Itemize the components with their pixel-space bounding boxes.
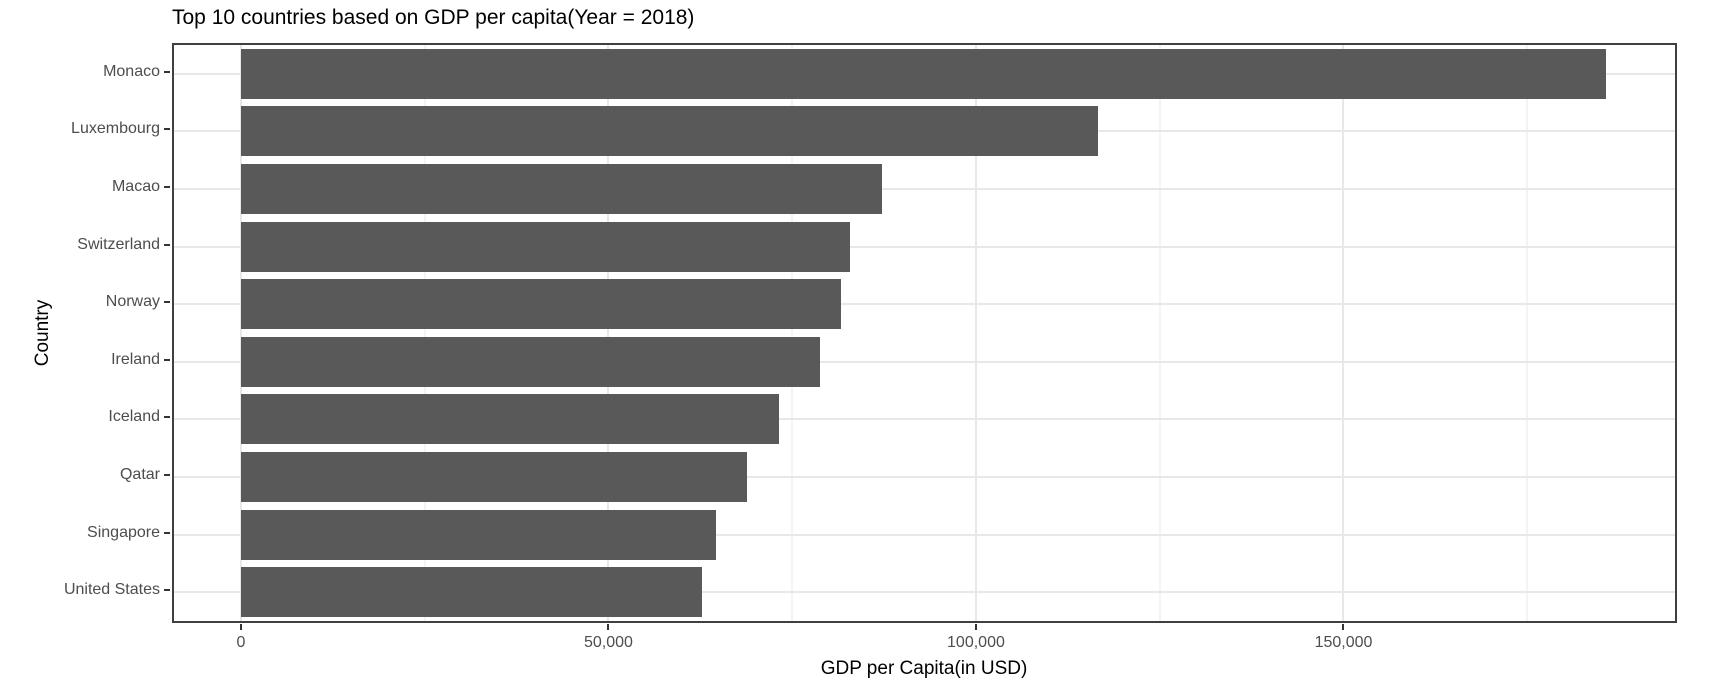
y-tick-label: Qatar <box>119 466 160 483</box>
major-gridline <box>974 45 977 621</box>
y-tick-label: Luxembourg <box>71 120 160 138</box>
bar <box>240 509 716 560</box>
y-tick-mark <box>164 70 170 73</box>
y-tick-label: Singapore <box>87 523 160 541</box>
y-tick-label: Switzerland <box>77 235 160 253</box>
major-gridline <box>174 418 1675 421</box>
major-gridline <box>1342 45 1345 621</box>
plot-panel <box>172 43 1677 623</box>
y-tick-label: Iceland <box>108 408 160 426</box>
major-gridline <box>174 188 1675 190</box>
y-tick-label: Norway <box>105 293 160 311</box>
chart-title: Top 10 countries based on GDP per capita… <box>172 6 695 29</box>
y-tick-mark <box>164 301 170 304</box>
minor-gridline <box>1526 45 1529 621</box>
x-tick-mark <box>1342 624 1345 630</box>
major-gridline <box>174 245 1675 248</box>
y-axis-labels: Monaco Luxembourg Macao Switzerland Norway Ir… <box>0 43 160 623</box>
y-tick-label: Ireland <box>111 350 160 368</box>
y-tick-mark <box>164 358 170 361</box>
bar <box>240 221 850 272</box>
x-tick-label: 50,000 <box>583 634 633 651</box>
major-gridline <box>239 45 242 621</box>
x-tick-mark <box>607 624 610 630</box>
major-gridline <box>174 360 1675 363</box>
minor-gridline <box>1158 45 1161 621</box>
bar <box>240 48 1607 99</box>
minor-gridline <box>791 45 794 621</box>
minor-gridline <box>423 45 426 621</box>
y-tick-mark <box>164 474 170 476</box>
y-tick-mark <box>164 186 170 188</box>
y-tick-label: Macao <box>111 178 160 195</box>
bar <box>240 452 747 502</box>
bar <box>240 106 1099 157</box>
bar <box>240 279 842 330</box>
x-tick-mark <box>239 624 242 630</box>
major-gridline <box>174 303 1675 306</box>
x-tick-label: 150,000 <box>1314 634 1373 651</box>
major-gridline <box>174 533 1675 536</box>
y-tick-mark <box>164 531 170 534</box>
bar <box>240 336 821 387</box>
y-tick-mark <box>164 128 170 131</box>
major-gridline <box>174 476 1675 478</box>
x-tick-label: 100,000 <box>947 634 1005 651</box>
bar <box>240 164 882 214</box>
major-gridline <box>174 591 1675 594</box>
y-tick-mark <box>164 416 170 419</box>
y-tick-label: United States <box>63 581 160 599</box>
bar <box>240 567 703 618</box>
y-tick-label: Monaco <box>103 62 160 80</box>
x-tick-mark <box>974 624 977 630</box>
x-axis-title: GDP per Capita(in USD) <box>820 658 1028 679</box>
y-tick-mark <box>164 589 170 592</box>
y-tick-mark <box>164 243 170 246</box>
major-gridline <box>607 45 610 621</box>
bar <box>240 394 779 445</box>
x-tick-label: 0 <box>236 634 246 651</box>
